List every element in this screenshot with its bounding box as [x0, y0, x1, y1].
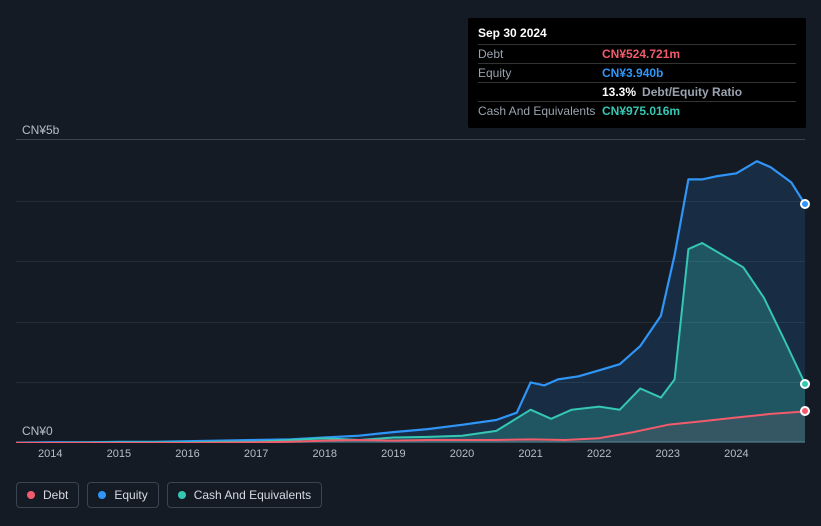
x-axis: 2014 2015 2016 2017 2018 2019 2020 2021 2022 2023…: [16, 448, 805, 464]
legend: Debt Equity Cash And Equivalents: [16, 482, 322, 508]
chart-tooltip: Sep 30 2024 DebtCN¥524.721mEquityCN¥3.94…: [468, 18, 806, 128]
x-tick: 2018: [312, 448, 336, 460]
x-tick: 2015: [107, 448, 131, 460]
x-tick: 2022: [587, 448, 611, 460]
x-tick: 2024: [724, 448, 748, 460]
tooltip-row: EquityCN¥3.940b: [478, 63, 796, 82]
tooltip-row-label: Equity: [478, 66, 602, 80]
marker-cash-and-equivalents: [800, 379, 810, 389]
legend-dot-icon: [27, 491, 35, 499]
legend-item-equity[interactable]: Equity: [87, 482, 158, 508]
tooltip-row-label: Cash And Equivalents: [478, 104, 602, 118]
tooltip-row: 13.3%Debt/Equity Ratio: [478, 82, 796, 101]
tooltip-row: Cash And EquivalentsCN¥975.016m: [478, 101, 796, 120]
tooltip-date: Sep 30 2024: [478, 26, 796, 44]
chart-svg: [16, 140, 805, 443]
tooltip-row-value: CN¥975.016m: [602, 104, 796, 118]
marker-equity: [800, 199, 810, 209]
tooltip-row-value: CN¥3.940b: [602, 66, 796, 80]
legend-dot-icon: [178, 491, 186, 499]
legend-label: Debt: [43, 488, 68, 502]
legend-item-cash-and-equivalents[interactable]: Cash And Equivalents: [167, 482, 322, 508]
tooltip-row-label: Debt: [478, 47, 602, 61]
chart-area: [16, 139, 805, 442]
legend-dot-icon: [98, 491, 106, 499]
x-tick: 2020: [450, 448, 474, 460]
tooltip-row-value: 13.3%Debt/Equity Ratio: [602, 85, 796, 99]
x-tick: 2017: [244, 448, 268, 460]
x-tick: 2014: [38, 448, 62, 460]
tooltip-rows: DebtCN¥524.721mEquityCN¥3.940b13.3%Debt/…: [478, 44, 796, 120]
legend-label: Equity: [114, 488, 147, 502]
tooltip-row-value: CN¥524.721m: [602, 47, 796, 61]
legend-label: Cash And Equivalents: [194, 488, 311, 502]
tooltip-row: DebtCN¥524.721m: [478, 44, 796, 63]
x-tick: 2021: [518, 448, 542, 460]
x-tick: 2019: [381, 448, 405, 460]
y-axis-max: CN¥5b: [22, 123, 59, 137]
tooltip-row-label: [478, 85, 602, 99]
x-tick: 2023: [656, 448, 680, 460]
marker-debt: [800, 406, 810, 416]
legend-item-debt[interactable]: Debt: [16, 482, 79, 508]
x-tick: 2016: [175, 448, 199, 460]
